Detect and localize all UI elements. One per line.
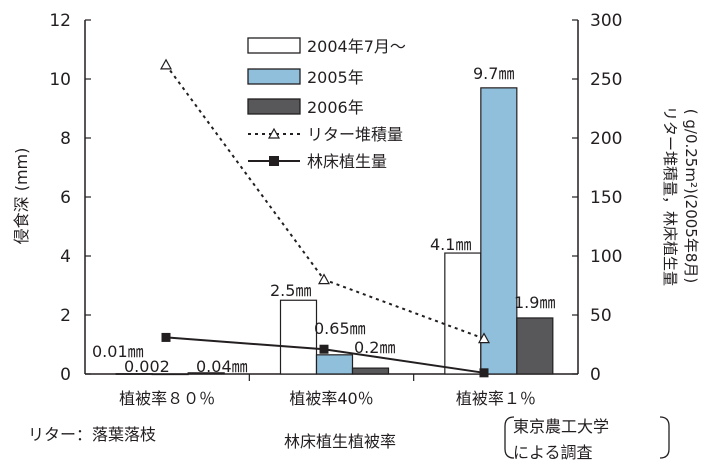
bar-value-label: 1.9㎜: [514, 293, 555, 312]
bar-value-label: 0.002: [124, 357, 170, 376]
y2-tick-label: 100: [590, 247, 622, 267]
legend-label-vegetation: 林床植生量: [307, 152, 387, 171]
y2-tick-label: 50: [590, 306, 612, 326]
vegetation-point: [319, 344, 329, 354]
legend-marker-triangle: [267, 127, 281, 139]
footnote: リター：落葉落枝: [28, 425, 156, 444]
bar-2004: [444, 252, 482, 375]
bar-value-label: 0.65㎜: [314, 319, 366, 338]
bar-2006: [351, 367, 390, 375]
y2-axis-title-line1: リター堆積量，林床植生量: [661, 106, 679, 286]
bar-value-label: 4.1㎜: [430, 235, 471, 254]
legend-swatch-2004: [247, 37, 301, 54]
vegetation-point: [161, 332, 171, 342]
y-tick-label: 0: [60, 365, 71, 385]
litter-point: [317, 273, 331, 285]
bar-2004: [279, 299, 318, 375]
x-axis-title: 林床植生植被率: [284, 432, 396, 451]
source-line2: による調査: [513, 443, 593, 462]
legend: 2004年7月～ 2005年 2006年 リター堆積量 林床植生量: [247, 37, 406, 171]
bar-2006: [187, 372, 225, 375]
legend-label-2006: 2006年: [307, 98, 364, 117]
bar-value-label: 0.01㎜: [92, 342, 144, 361]
source-bracket-right: [659, 416, 670, 459]
bar-value-label: 2.5㎜: [270, 281, 311, 300]
y-tick-label: 2: [60, 306, 71, 326]
x-tick-label: 植被率40％: [289, 389, 373, 408]
y-axis-title: 侵食深 (mm): [12, 148, 31, 245]
y-tick-label: 10: [49, 70, 71, 90]
bars-layer: [115, 87, 554, 376]
bar-2005: [315, 354, 354, 375]
y2-tick-label: 0: [590, 365, 601, 385]
x-tick-label: 植被率８０％: [119, 389, 215, 408]
legend-marker-square: [269, 156, 279, 166]
vegetation-point: [479, 368, 489, 378]
bar-value-label: 0.04㎜: [196, 357, 248, 376]
legend-label-2005: 2005年: [307, 68, 364, 87]
bar-value-label: 0.2㎜: [354, 338, 395, 357]
y2-tick-label: 300: [590, 11, 622, 31]
bar-value-label: 9.7㎜: [473, 64, 514, 83]
litter-point: [477, 332, 491, 344]
y-tick-label: 6: [60, 188, 71, 208]
x-tick-label: 植被率１％: [456, 389, 536, 408]
y2-tick-label: 150: [590, 188, 622, 208]
y2-axis-title-line2: ( g/0.25m²)(2005年8月): [682, 109, 700, 284]
source-line1: 東京農工大学: [513, 417, 609, 436]
legend-label-litter: リター堆積量: [307, 125, 403, 144]
lines-layer: [159, 58, 491, 378]
y2-tick-label: 200: [590, 129, 622, 149]
source-bracket-left: [504, 416, 515, 459]
legend-swatch-2005: [247, 68, 301, 85]
y-tick-label: 8: [60, 129, 71, 149]
y-tick-label: 4: [60, 247, 71, 267]
litter-point: [159, 58, 173, 70]
y2-tick-label: 250: [590, 70, 622, 90]
bar-2006: [516, 317, 554, 375]
legend-label-2004: 2004年7月～: [307, 37, 406, 56]
y-tick-label: 12: [49, 11, 71, 31]
labels-layer: 0 2 4 6 8 10 12 0 50 100 150 200 250 300 植被率８０％ 植被率40％ 植…: [49, 11, 622, 408]
legend-swatch-2006: [247, 98, 301, 115]
bar-2005: [480, 87, 518, 375]
